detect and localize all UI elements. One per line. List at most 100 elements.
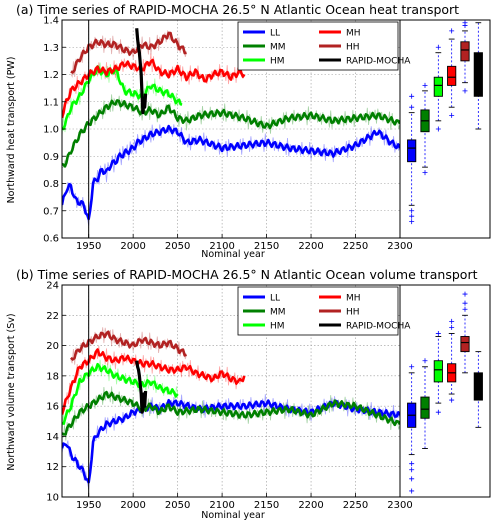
legend-label-ll: LL [270,294,280,304]
series-line-mh [62,348,246,415]
y-tick-label: 18 [46,371,59,382]
chart-title: (b) Time series of RAPID-MOCHA 26.5° N A… [16,267,478,282]
boxplot-outlier [409,364,415,370]
boxplot-ll [407,93,417,225]
y-tick-label: 20 [46,341,59,352]
x-tick-label: 2250 [343,500,368,511]
y-axis-label: Northward heat transport (PW) [6,57,17,204]
boxplot-outlier [422,170,428,176]
boxplot-outlier [422,358,428,364]
boxplot-ll [407,364,417,494]
y-tick-label: 0.9 [43,152,59,163]
boxplot-mh [447,318,457,403]
boxplot-box [460,41,470,62]
x-tick-label: 1950 [76,241,101,252]
x-tick-label: 2050 [165,241,190,252]
boxplot-outlier [462,88,468,94]
boxplot-mh [447,28,457,118]
boxplot-box [447,65,457,86]
y-tick-label: 24 [46,281,59,292]
panel-heat-transport: (a) Time series of RAPID-MOCHA 26.5° N A… [6,2,491,260]
y-tick-label: 12 [46,462,59,473]
series-line-hh [70,330,187,361]
series-line-mm [62,99,400,168]
chart-title: (a) Time series of RAPID-MOCHA 26.5° N A… [16,2,459,17]
legend-label-hm: HM [270,57,285,67]
x-axis-label: Nominal year [201,249,265,260]
boxplot-outlier [435,330,441,336]
boxplot-outlier [449,28,455,34]
boxplot-outlier [409,461,415,467]
series-group [62,28,400,226]
series-line-hm [62,65,183,131]
x-tick-label: 2100 [209,241,234,252]
boxplot-frame [399,19,491,239]
boxplot-outlier [449,318,455,324]
x-axis-label: Nominal year [201,510,265,521]
boxplot-outlier [449,324,455,330]
boxplot-outlier [409,213,415,219]
boxplot-box [473,372,483,401]
boxplot-outlier [435,44,441,50]
panel-volume-transport: (b) Time series of RAPID-MOCHA 26.5° N A… [6,267,491,521]
boxplot-outlier [409,488,415,494]
series-group [62,327,400,489]
y-tick-label: 1.0 [43,125,59,136]
x-tick-label: 2150 [254,500,279,511]
y-tick-label: 1.4 [43,16,59,27]
boxplot-outlier [409,104,415,110]
series-line-rapid-mocha [135,28,148,115]
boxplot-frame [399,284,491,498]
boxplot-hm [433,44,443,132]
boxplot-outlier [409,208,415,214]
boxplot-outlier [422,82,428,88]
series-line-mm [62,390,400,436]
boxplot-outlier [462,20,468,26]
x-tick-label: 2300 [387,241,412,252]
y-tick-label: 16 [46,402,59,413]
boxplot-hm [433,330,443,415]
y-tick-label: 0.7 [43,206,59,217]
x-tick-label: 2000 [120,241,145,252]
x-tick-label: 2100 [209,500,234,511]
series-line-rapid-mocha [135,360,148,414]
legend-label-mm: MM [270,43,286,53]
boxplot-box [460,336,470,353]
boxplot-box [433,76,443,97]
boxplot-outlier [449,112,455,118]
series-line-mh [62,58,246,119]
boxplot-outlier [449,397,455,403]
y-axis-label: Northward volume transport (Sv) [6,313,17,470]
legend-label-ll: LL [270,29,280,39]
boxplot-outlier [462,291,468,297]
boxplot-outlier [435,409,441,415]
boxplot-mm [420,82,430,176]
y-tick-label: 1.3 [43,43,59,54]
boxplot-outlier [462,300,468,306]
legend-label-hh: HH [346,43,360,53]
boxplot-rapid-mocha [473,22,483,130]
boxplot-hh [460,20,470,94]
y-tick-label: 1.2 [43,70,59,81]
y-tick-label: 22 [46,311,59,322]
boxplot-outlier [409,219,415,225]
boxplot-box [420,396,430,419]
x-tick-label: 2300 [387,500,412,511]
y-tick-label: 14 [46,432,59,443]
legend-label-mh: MH [346,294,361,304]
legend-label-rapid-mocha: RAPID-MOCHA [346,57,411,67]
x-tick-label: 2000 [120,500,145,511]
legend-label-mh: MH [346,29,361,39]
boxplot-hh [460,291,470,374]
boxplot-outlier [409,93,415,99]
series-line-hh [70,31,187,74]
x-tick-label: 2200 [298,241,323,252]
y-tick-label: 0.6 [43,234,59,245]
x-tick-label: 2050 [165,500,190,511]
x-tick-label: 2150 [254,241,279,252]
boxplot-outlier [409,467,415,473]
y-tick-label: 0.8 [43,179,59,190]
x-tick-label: 2250 [343,241,368,252]
boxplot-box [433,360,443,383]
